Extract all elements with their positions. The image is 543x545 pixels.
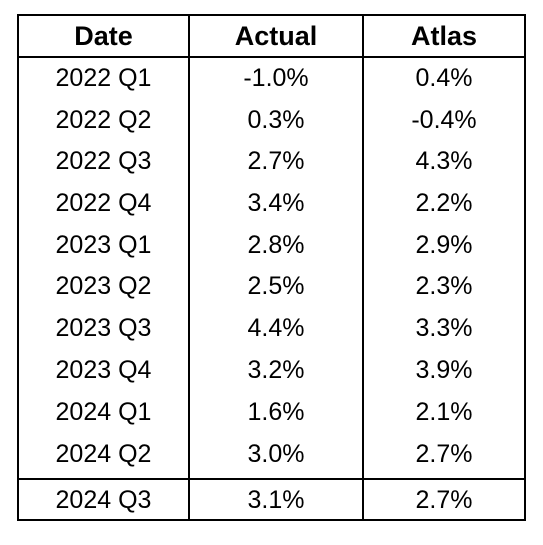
atlas-cell: 2.3%: [415, 272, 473, 300]
data-table: Date Actual Atlas 2022 Q1 -1.0% 0.4% 2022 Q…: [17, 14, 526, 521]
actual-cell: 0.3%: [247, 106, 305, 134]
actual-cell: 2.8%: [247, 231, 305, 259]
actual-cell: 1.6%: [247, 398, 305, 426]
actual-cell: 3.1%: [247, 486, 305, 514]
actual-cell: 3.0%: [247, 440, 305, 468]
date-cell: 2023 Q3: [55, 314, 152, 342]
date-cell: 2022 Q1: [55, 64, 152, 92]
column-header-actual: Actual: [234, 21, 318, 51]
date-cell: 2022 Q4: [55, 189, 152, 217]
atlas-cell: 2.9%: [415, 231, 473, 259]
atlas-cell: 4.3%: [415, 147, 473, 175]
actual-cell: 4.4%: [247, 314, 305, 342]
actual-cell: 2.7%: [247, 147, 305, 175]
actual-cell: 3.2%: [247, 356, 305, 384]
actual-cell: 3.4%: [247, 189, 305, 217]
atlas-cell: 2.2%: [415, 189, 473, 217]
date-cell: 2024 Q2: [55, 440, 152, 468]
last-row-divider: [19, 478, 524, 480]
actual-cell: 2.5%: [247, 272, 305, 300]
date-cell: 2022 Q2: [55, 106, 152, 134]
date-cell: 2023 Q1: [55, 231, 152, 259]
date-cell: 2024 Q1: [55, 398, 152, 426]
date-cell: 2023 Q4: [55, 356, 152, 384]
column-divider-actual-atlas: [362, 16, 364, 519]
column-divider-date-actual: [188, 16, 190, 519]
atlas-cell: 2.7%: [415, 440, 473, 468]
date-cell: 2022 Q3: [55, 147, 152, 175]
atlas-cell: 2.7%: [415, 486, 473, 514]
atlas-cell: 0.4%: [415, 64, 473, 92]
column-header-date: Date: [74, 21, 133, 51]
atlas-cell: 3.9%: [415, 356, 473, 384]
atlas-cell: 2.1%: [415, 398, 473, 426]
atlas-cell: -0.4%: [411, 106, 477, 134]
header-divider: [19, 56, 524, 58]
atlas-cell: 3.3%: [415, 314, 473, 342]
date-cell: 2024 Q3: [55, 486, 152, 514]
date-cell: 2023 Q2: [55, 272, 152, 300]
column-header-atlas: Atlas: [410, 21, 478, 51]
actual-cell: -1.0%: [243, 64, 309, 92]
